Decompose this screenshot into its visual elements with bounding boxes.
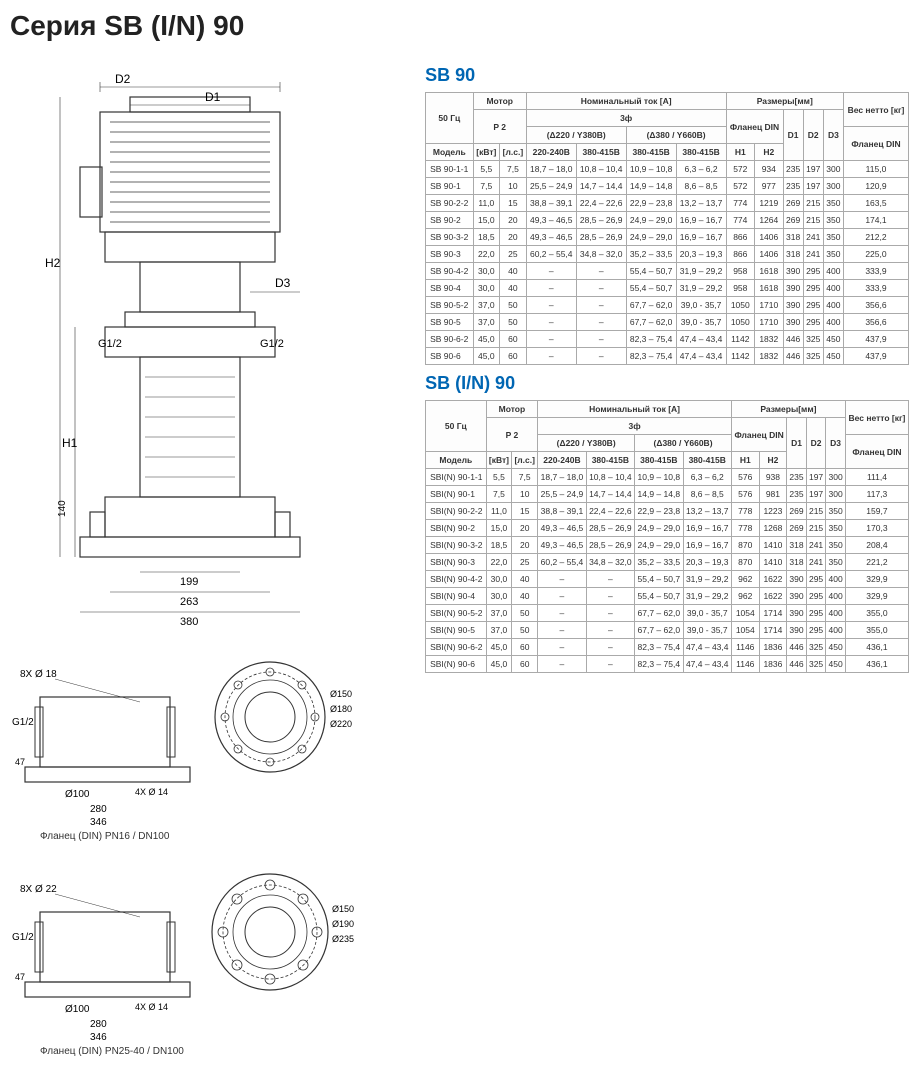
svg-text:8X Ø 22: 8X Ø 22 xyxy=(20,884,57,895)
table-sb90: 50 Гц Мотор Номинальный ток [A] Размеры[… xyxy=(425,92,909,365)
svg-text:346: 346 xyxy=(90,817,107,827)
flange-diagram-1: 8X Ø 18 G1/2 Ø150 Ø180 Ø220 Ø100 4X Ø 14… xyxy=(10,647,370,827)
table-row: SB 90-17,51025,5 – 24,914,7 – 14,414,9 –… xyxy=(426,178,909,195)
svg-text:280: 280 xyxy=(90,1019,107,1030)
svg-text:199: 199 xyxy=(180,576,198,588)
table-row: SBI(N) 90-4-230,040––55,4 – 50,731,9 – 2… xyxy=(426,571,909,588)
d1-label: D1 xyxy=(205,90,221,104)
table-row: SB 90-322,02560,2 – 55,434,8 – 32,035,2 … xyxy=(426,246,909,263)
table-row: SBI(N) 90-537,050––67,7 – 62,039,0 - 35,… xyxy=(426,622,909,639)
table-row: SBI(N) 90-5-237,050––67,7 – 62,039,0 - 3… xyxy=(426,605,909,622)
table-row: SBI(N) 90-430,040––55,4 – 50,731,9 – 29,… xyxy=(426,588,909,605)
svg-text:140: 140 xyxy=(57,500,68,517)
table-row: SB 90-6-245,060––82,3 – 75,447,4 – 43,41… xyxy=(426,331,909,348)
svg-text:Ø150: Ø150 xyxy=(330,689,352,699)
left-column: D2 D1 D3 G1/2 G1/2 H2 H1 140 199 263 380 xyxy=(10,57,425,1057)
table-sbin90: 50 Гц Мотор Номинальный ток [A] Размеры[… xyxy=(425,400,909,673)
d2-label: D2 xyxy=(115,72,131,86)
table-row: SB 90-2-211,01538,8 – 39,122,4 – 22,622,… xyxy=(426,195,909,212)
svg-text:8X Ø 18: 8X Ø 18 xyxy=(20,669,57,680)
svg-text:280: 280 xyxy=(90,804,107,815)
page-title: Серия SB (I/N) 90 xyxy=(10,10,909,42)
pump-diagram: D2 D1 D3 G1/2 G1/2 H2 H1 140 199 263 380 xyxy=(10,67,390,627)
table-row: SBI(N) 90-6-245,060––82,3 – 75,447,4 – 4… xyxy=(426,639,909,656)
svg-text:4X Ø 14: 4X Ø 14 xyxy=(135,1002,168,1012)
flange-diagram-2: 8X Ø 22 G1/2 Ø150 Ø190 Ø235 Ø100 4X Ø 14… xyxy=(10,862,370,1042)
svg-text:G1/2: G1/2 xyxy=(12,717,34,728)
svg-text:Ø180: Ø180 xyxy=(330,704,352,714)
table-row: SBI(N) 90-2-211,01538,8 – 39,122,4 – 22,… xyxy=(426,503,909,520)
g12-left: G1/2 xyxy=(98,338,122,350)
svg-text:Ø100: Ø100 xyxy=(65,789,90,800)
svg-text:Ø100: Ø100 xyxy=(65,1004,90,1015)
flange1-label: Фланец (DIN) PN16 / DN100 xyxy=(40,831,405,842)
table-row: SBI(N) 90-645,060––82,3 – 75,447,4 – 43,… xyxy=(426,656,909,673)
svg-text:Ø220: Ø220 xyxy=(330,719,352,729)
d3-label: D3 xyxy=(275,276,291,290)
svg-text:G1/2: G1/2 xyxy=(12,932,34,943)
table-row: SBI(N) 90-322,02560,2 – 55,434,8 – 32,03… xyxy=(426,554,909,571)
flange2-label: Фланец (DIN) PN25-40 / DN100 xyxy=(40,1046,405,1057)
svg-text:346: 346 xyxy=(90,1032,107,1042)
table1-title: SB 90 xyxy=(425,65,909,86)
table-row: SBI(N) 90-17,51025,5 – 24,914,7 – 14,414… xyxy=(426,486,909,503)
table-row: SBI(N) 90-215,02049,3 – 46,528,5 – 26,92… xyxy=(426,520,909,537)
svg-text:47: 47 xyxy=(15,757,25,767)
table-row: SB 90-3-218,52049,3 – 46,528,5 – 26,924,… xyxy=(426,229,909,246)
h2-label: H2 xyxy=(45,256,61,270)
svg-text:263: 263 xyxy=(180,596,198,608)
table2-title: SB (I/N) 90 xyxy=(425,373,909,394)
h1-label: H1 xyxy=(62,436,78,450)
table-row: SBI(N) 90-1-15,57,518,7 – 18,010,8 – 10,… xyxy=(426,469,909,486)
svg-text:47: 47 xyxy=(15,972,25,982)
table-row: SB 90-4-230,040––55,4 – 50,731,9 – 29,29… xyxy=(426,263,909,280)
svg-text:Ø235: Ø235 xyxy=(332,934,354,944)
table-row: SB 90-645,060––82,3 – 75,447,4 – 43,4114… xyxy=(426,348,909,365)
main-container: D2 D1 D3 G1/2 G1/2 H2 H1 140 199 263 380 xyxy=(10,57,909,1057)
svg-text:380: 380 xyxy=(180,616,198,627)
table-row: SB 90-215,02049,3 – 46,528,5 – 26,924,9 … xyxy=(426,212,909,229)
table-row: SBI(N) 90-3-218,52049,3 – 46,528,5 – 26,… xyxy=(426,537,909,554)
svg-text:4X Ø 14: 4X Ø 14 xyxy=(135,787,168,797)
table-row: SB 90-430,040––55,4 – 50,731,9 – 29,2958… xyxy=(426,280,909,297)
svg-text:Ø150: Ø150 xyxy=(332,904,354,914)
table-row: SB 90-5-237,050––67,7 – 62,039,0 - 35,71… xyxy=(426,297,909,314)
g12-right: G1/2 xyxy=(260,338,284,350)
right-column: SB 90 50 Гц Мотор Номинальный ток [A] Ра… xyxy=(425,57,909,1057)
svg-text:Ø190: Ø190 xyxy=(332,919,354,929)
table-row: SB 90-1-15,57,518,7 – 18,010,8 – 10,410,… xyxy=(426,161,909,178)
table-row: SB 90-537,050––67,7 – 62,039,0 - 35,7105… xyxy=(426,314,909,331)
